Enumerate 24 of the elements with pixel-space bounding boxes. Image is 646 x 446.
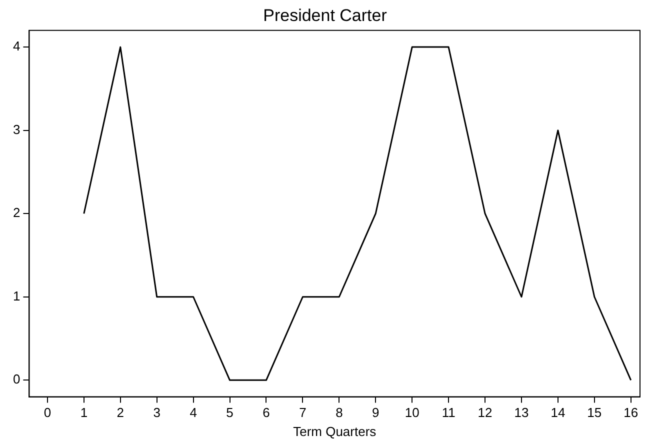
x-tick-label: 16 — [624, 405, 638, 420]
y-tick-label: 3 — [12, 122, 20, 137]
y-tick-label: 4 — [12, 38, 20, 54]
y-tick-label: 0 — [12, 372, 20, 387]
x-tick-label: 15 — [587, 405, 602, 420]
x-tick-label: 6 — [262, 405, 270, 420]
x-tick-label: 2 — [116, 405, 124, 420]
x-tick-label: 4 — [190, 405, 197, 420]
x-tick-label: 5 — [226, 405, 234, 420]
x-tick-label: 12 — [478, 405, 492, 420]
x-tick-label: 0 — [44, 405, 52, 420]
y-tick-label: 1 — [12, 288, 20, 304]
x-tick-label: 1 — [80, 405, 88, 420]
x-tick-label: 13 — [514, 405, 529, 420]
x-tick-label: 9 — [372, 405, 380, 420]
x-tick-label: 10 — [404, 405, 420, 420]
x-tick-label: 8 — [336, 405, 343, 420]
x-tick-label: 7 — [299, 405, 306, 420]
x-axis-title: Term Quarters — [293, 424, 377, 439]
x-tick-label: 11 — [442, 405, 456, 420]
x-tick-label: 3 — [153, 405, 160, 420]
x-tick-label: 14 — [550, 405, 566, 420]
chart-title: President Carter — [263, 6, 388, 25]
y-tick-label: 2 — [12, 205, 20, 220]
